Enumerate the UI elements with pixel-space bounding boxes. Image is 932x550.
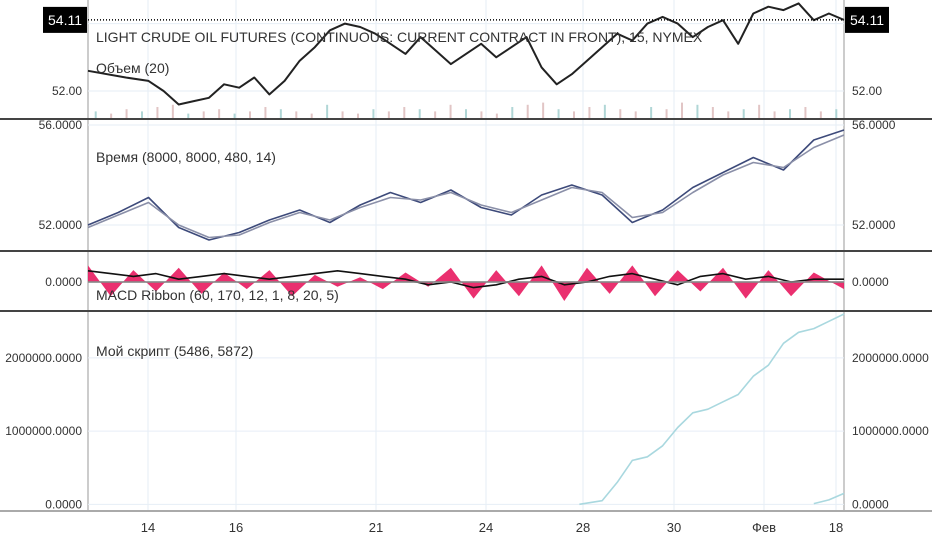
volume-bar xyxy=(619,109,622,118)
x-tick-label: 14 xyxy=(141,520,155,535)
y-tick-right: 0.0000 xyxy=(852,275,889,289)
volume-bar xyxy=(480,111,483,118)
volume-bar xyxy=(387,111,390,118)
volume-bar xyxy=(357,113,359,118)
volume-bar xyxy=(125,109,128,118)
y-tick-right: 52.0000 xyxy=(852,218,896,232)
volume-bar xyxy=(773,111,776,118)
volume-bar xyxy=(449,104,452,118)
volume-bar xyxy=(789,109,791,118)
volume-bar xyxy=(835,109,838,118)
panel-subtitle-price: Объем (20) xyxy=(96,60,169,76)
x-tick-label: 28 xyxy=(576,520,590,535)
macd-ribbon xyxy=(88,265,844,302)
grid-lines xyxy=(0,0,932,510)
panel-time: 56.0000 56.0000 52.0000 52.0000 Время (8000,… xyxy=(39,118,896,241)
volume-bar xyxy=(418,109,421,118)
volume-bar xyxy=(804,107,807,118)
panel-title-macd: MACD Ribbon (60, 170, 12, 1, 8, 20, 5) xyxy=(96,287,339,303)
volume-bar xyxy=(141,111,143,118)
x-tick-label: 16 xyxy=(229,520,243,535)
last-price-badge-left xyxy=(43,6,87,33)
volume-bar xyxy=(711,107,714,118)
panel-script: 2000000.0000 2000000.0000 1000000.0000 1000… xyxy=(5,313,929,511)
volume-bar xyxy=(372,109,375,118)
volume-bar xyxy=(94,111,97,118)
y-tick-left: 2000000.0000 xyxy=(5,351,82,365)
series-line-script xyxy=(813,492,845,505)
series-line-price xyxy=(87,2,845,106)
volume-bar xyxy=(819,111,822,118)
panel-title-price: LIGHT CRUDE OIL FUTURES (CONTINUOUS: CUR… xyxy=(96,29,703,45)
volume-bar xyxy=(249,111,251,118)
volume-bar xyxy=(742,109,745,118)
volume-bar xyxy=(110,113,113,118)
volume-bar xyxy=(573,111,575,118)
volume-bar xyxy=(465,109,467,118)
volume-bar xyxy=(511,107,514,118)
volume-bar xyxy=(727,111,730,118)
x-tick-label: 30 xyxy=(667,520,681,535)
y-tick-right: 52.00 xyxy=(852,84,882,98)
panel-title-script: Мой скрипт (5486, 5872) xyxy=(96,343,253,359)
volume-bar xyxy=(495,113,498,118)
panel-macd: 0.0000 0.0000 MACD Ribbon (60, 170, 12, 1,… xyxy=(45,265,889,303)
y-tick-left: 52.0000 xyxy=(39,218,83,232)
volume-bar xyxy=(310,113,313,118)
series-line-time xyxy=(87,129,845,241)
x-tick-label: 18 xyxy=(829,520,843,535)
x-tick-label: 24 xyxy=(479,520,493,535)
last-price-label-right: 54.11 xyxy=(850,12,884,28)
series-line-time xyxy=(87,134,845,239)
y-tick-left: 1000000.0000 xyxy=(5,424,82,438)
volume-bar xyxy=(171,104,174,118)
volume-bar xyxy=(156,107,159,118)
series-line-macd xyxy=(87,270,844,289)
volume-bar xyxy=(634,111,637,118)
volume-bar xyxy=(326,104,329,118)
y-tick-left: 0.0000 xyxy=(45,275,82,289)
last-price-label-left: 54.11 xyxy=(48,12,82,28)
y-tick-right: 1000000.0000 xyxy=(852,424,929,438)
volume-bar xyxy=(681,102,683,118)
volume-bar xyxy=(218,109,221,118)
y-tick-right: 0.0000 xyxy=(852,497,889,511)
x-tick-label: Фев xyxy=(752,520,776,535)
last-price-badge-right xyxy=(845,6,889,33)
volume-bar xyxy=(264,107,267,118)
panel-title-time: Время (8000, 8000, 480, 14) xyxy=(96,149,276,165)
volume-bar xyxy=(588,107,591,118)
volume-bar xyxy=(187,113,190,118)
volume-bar xyxy=(650,107,653,118)
volume-bar xyxy=(279,109,282,118)
volume-bar xyxy=(758,104,761,118)
volume-bar xyxy=(434,111,437,118)
volume-bar xyxy=(557,109,560,118)
volume-bar xyxy=(526,104,529,118)
volume-bar xyxy=(341,111,344,118)
volume-bar xyxy=(665,109,668,118)
volume-bar xyxy=(603,104,606,118)
y-tick-left: 56.0000 xyxy=(39,118,83,132)
volume-bar xyxy=(295,111,298,118)
y-tick-left: 52.00 xyxy=(52,84,82,98)
x-axis: 14 16 21 24 28 30 Фев 18 xyxy=(0,510,932,535)
y-tick-right: 56.0000 xyxy=(852,118,896,132)
series-line-script xyxy=(579,313,845,506)
volume-bar xyxy=(542,102,545,118)
y-tick-left: 0.0000 xyxy=(45,497,82,511)
y-tick-right: 2000000.0000 xyxy=(852,351,929,365)
volume-bar xyxy=(233,113,236,118)
x-tick-label: 21 xyxy=(369,520,383,535)
volume-bar xyxy=(403,107,406,118)
volume-bar xyxy=(696,104,699,118)
volume-bar xyxy=(202,111,205,118)
